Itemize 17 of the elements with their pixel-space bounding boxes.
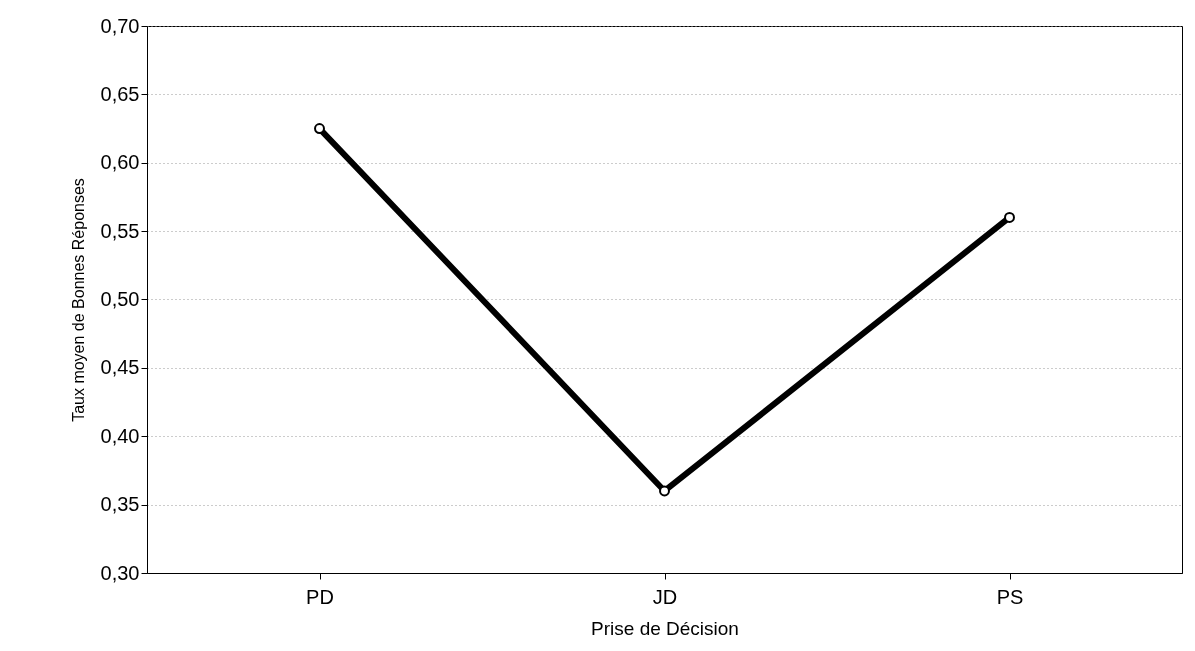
y-tick-label: 0,70: [100, 14, 140, 37]
point: [314, 123, 325, 135]
y-tick-label: 0,35: [100, 493, 140, 516]
x-axis-title: Prise de Décision: [591, 617, 739, 639]
y-tick-label: 0,60: [100, 151, 140, 174]
y-axis-title: Taux moyen de Bonnes Réponses: [69, 178, 87, 422]
y-tick-label: 0,55: [100, 219, 140, 242]
y-tick-label: 0,30: [100, 561, 140, 584]
x-tick-label: JD: [652, 585, 678, 608]
point: [659, 485, 670, 497]
x-tick-label: PD: [306, 585, 334, 608]
y-tick-label: 0,40: [100, 424, 140, 447]
y-tick-label: 0,45: [100, 356, 140, 379]
y-tick-label: 0,65: [100, 82, 140, 105]
x-tick-label: PS: [996, 585, 1024, 608]
point: [1004, 211, 1015, 223]
y-tick-label: 0,50: [100, 288, 140, 310]
